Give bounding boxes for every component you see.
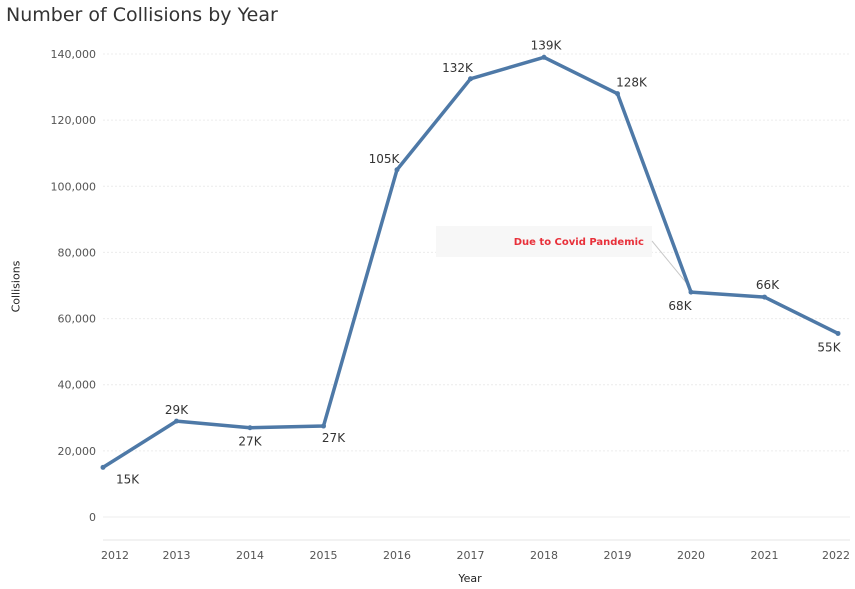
data-point (394, 167, 400, 173)
data-point (174, 418, 179, 424)
y-tick-label: 120,000 (51, 114, 97, 127)
data-label: 105K (369, 152, 401, 166)
x-tick-label: 2019 (604, 549, 632, 562)
data-point (468, 76, 473, 82)
data-point (321, 423, 326, 429)
y-tick-label: 140,000 (51, 48, 97, 61)
data-point (247, 425, 253, 431)
y-tick-label: 100,000 (51, 180, 97, 193)
data-point (615, 91, 620, 97)
data-label: 68K (668, 299, 692, 313)
annotation-leader-line (651, 240, 690, 287)
data-label: 29K (165, 403, 189, 417)
annotation-text: Due to Covid Pandemic (514, 237, 644, 248)
data-point (835, 330, 841, 336)
series-line (101, 55, 840, 470)
x-tick-label: 2013 (163, 549, 191, 562)
data-label: 128K (616, 76, 648, 90)
y-tick-label: 80,000 (58, 246, 97, 259)
data-label: 132K (442, 61, 474, 75)
data-label: 15K (116, 472, 140, 486)
data-point (762, 294, 767, 300)
data-label: 27K (238, 435, 262, 449)
data-label: 139K (531, 38, 563, 52)
data-point (688, 289, 694, 295)
x-tick-label: 2016 (383, 549, 411, 562)
data-point (100, 464, 106, 470)
x-tick-label: 2014 (236, 549, 264, 562)
x-tick-label: 2022 (822, 549, 850, 562)
y-tick-label: 60,000 (58, 313, 97, 326)
chart-title: Number of Collisions by Year (6, 4, 278, 26)
x-axis-label: Year (458, 572, 482, 585)
annotation-box (436, 226, 652, 257)
x-tick-label: 2018 (530, 549, 558, 562)
x-tick-label: 2017 (457, 549, 485, 562)
x-tick-label: 2021 (751, 549, 779, 562)
data-point (541, 54, 547, 60)
data-label: 27K (322, 431, 346, 445)
y-tick-label: 0 (89, 511, 96, 524)
data-label: 55K (817, 340, 841, 354)
data-label: 66K (756, 278, 780, 292)
y-tick-label: 20,000 (58, 445, 97, 458)
y-tick-label: 40,000 (58, 379, 97, 392)
x-tick-label: 2012 (101, 549, 129, 562)
x-tick-label: 2020 (677, 549, 705, 562)
x-tick-label: 2015 (310, 549, 338, 562)
